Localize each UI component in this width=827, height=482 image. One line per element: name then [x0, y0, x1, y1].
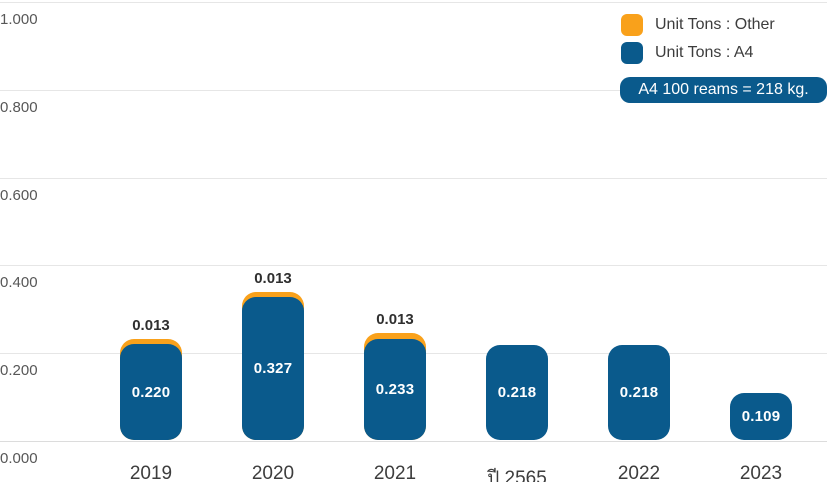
legend-item-other[interactable]: Unit Tons : Other	[621, 14, 775, 36]
bar-segment-a4-2021[interactable]: 0.233	[364, 338, 426, 440]
bar-top-value-label: 0.013	[132, 316, 170, 334]
gridline-1.000	[0, 2, 827, 3]
bar-value-label: 0.109	[741, 408, 781, 426]
y-axis-tick-label: 1.000	[0, 11, 38, 28]
bar-segment-a4-2023[interactable]: 0.109	[730, 393, 792, 440]
bar-value-label: 0.327	[253, 360, 293, 378]
legend-label-a4: Unit Tons : A4	[655, 44, 754, 61]
bar-top-value-label: 0.013	[376, 311, 414, 328]
legend-label-other: Unit Tons : Other	[655, 16, 775, 33]
y-axis-tick-label: 0.200	[0, 362, 38, 380]
legend-swatch-other-icon	[621, 14, 643, 36]
y-axis-tick-label: 0.600	[0, 186, 38, 204]
bar-value-label: 0.220	[131, 383, 171, 401]
bar-segment-a4-2020[interactable]: 0.327	[242, 297, 304, 440]
y-axis-tick-label: 0.800	[0, 98, 38, 116]
x-axis-tick-label-2020: 2020	[251, 463, 295, 482]
gridline-0.800	[0, 89, 827, 91]
bar-value-label: 0.233	[375, 380, 415, 398]
legend: Unit Tons : Other Unit Tons : A4	[621, 14, 775, 64]
x-axis-tick-label-2019: 2019	[129, 463, 173, 482]
bar-top-value-label: 0.013	[254, 269, 292, 287]
x-axis-tick-label-ปี 2565: ปี 2565	[487, 468, 547, 482]
legend-item-a4[interactable]: Unit Tons : A4	[621, 42, 775, 64]
bar-value-label: 0.218	[619, 384, 659, 402]
bar-value-label: 0.218	[497, 384, 537, 402]
info-badge-text: A4 100 reams = 218 kg.	[638, 81, 809, 98]
y-axis-tick-label: 0.000	[0, 450, 38, 467]
y-axis-tick-label: 0.400	[0, 274, 38, 292]
bar-segment-a4-2019[interactable]: 0.220	[120, 344, 182, 440]
info-badge: A4 100 reams = 218 kg.	[620, 77, 827, 103]
gridline-0.600	[0, 177, 827, 179]
bar-segment-a4-2022[interactable]: 0.218	[608, 345, 670, 440]
legend-swatch-a4-icon	[621, 42, 643, 64]
x-axis-tick-label-2023: 2023	[739, 463, 783, 482]
bar-segment-a4-ปี 2565[interactable]: 0.218	[486, 345, 548, 440]
x-axis-tick-label-2021: 2021	[373, 463, 417, 482]
gridline-0.400	[0, 265, 827, 267]
x-axis-tick-label-2022: 2022	[617, 463, 661, 482]
gridline-0.000	[0, 441, 827, 442]
